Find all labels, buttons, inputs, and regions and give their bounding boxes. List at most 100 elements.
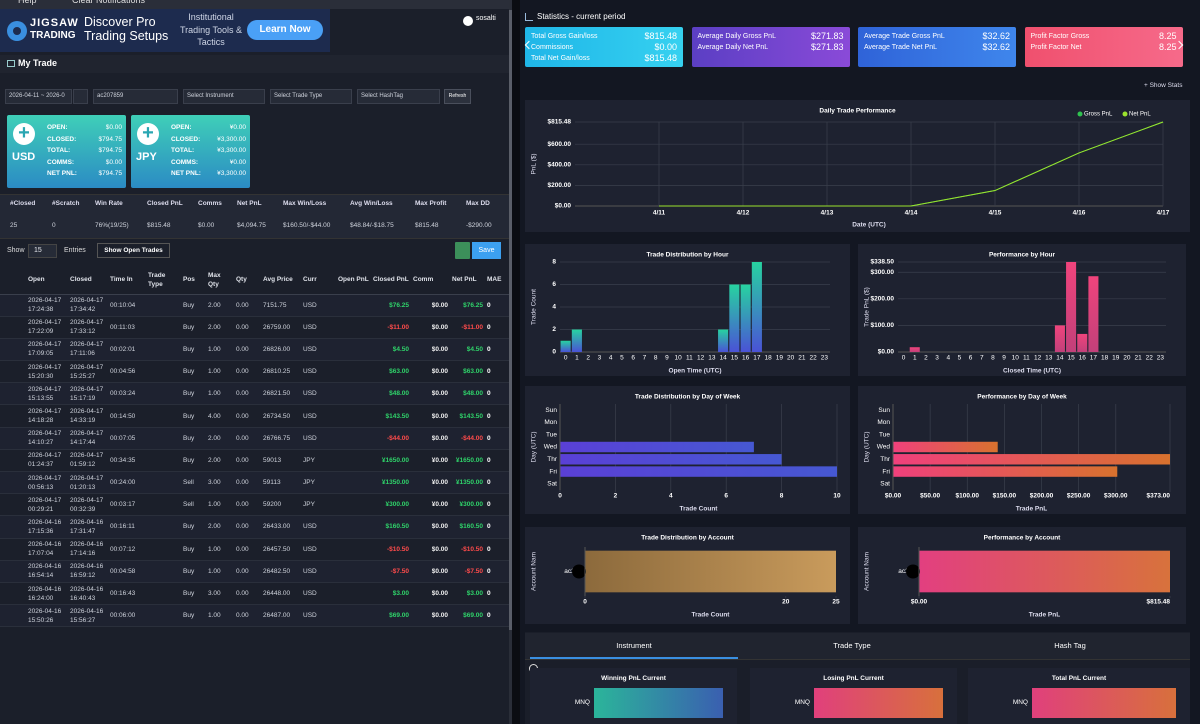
table-cell: JPY [303, 501, 315, 509]
logo-shape [13, 27, 21, 35]
column-header[interactable]: Open [28, 276, 45, 284]
trade-row: 2026-04-17 17:24:38 2026-04-17 17:34:42 00… [0, 294, 510, 317]
stat-label: CLOSED: [171, 135, 201, 143]
table-cell: 26810.25 [263, 368, 291, 376]
stat-label: Profit Factor Gross [1030, 33, 1090, 40]
date-filter[interactable]: 2026-04-11 ~ 2026-0 [5, 89, 72, 104]
x-tick-label: 1 [575, 355, 579, 362]
table-cell [336, 582, 371, 604]
user-name[interactable]: sosalti [476, 15, 496, 22]
column-header[interactable]: Closed PnL [373, 276, 409, 284]
table-cell [336, 427, 371, 449]
currency-label: JPY [136, 151, 157, 163]
column-header[interactable]: Max Qty [208, 271, 221, 288]
x-tick-label: 5 [620, 355, 624, 362]
bar [560, 441, 754, 453]
table-cell: 00:02:01 [110, 345, 136, 353]
save-button[interactable]: Save [472, 242, 501, 259]
bar [751, 262, 762, 352]
column-header[interactable]: MAE [487, 276, 502, 284]
table-cell: ¥0.00 [431, 456, 448, 464]
x-tick-label: 5 [958, 355, 962, 362]
notifications-link[interactable]: Clear Notifications [72, 0, 146, 5]
table-cell [336, 316, 371, 338]
table-cell: 2026-04-17 01:59:12 [70, 452, 104, 469]
table-cell: 0 [487, 412, 491, 420]
bar [893, 441, 998, 453]
hashtag-select[interactable]: Select HashTag [357, 89, 440, 104]
chart-panel [858, 244, 1186, 376]
table-cell: ¥300.00 [459, 501, 484, 509]
account-select[interactable]: ac207859 [93, 89, 178, 104]
column-header[interactable]: Avg Price [263, 276, 293, 284]
table-cell: $63.00 [463, 368, 483, 376]
x-tick-label: 4/12 [737, 210, 750, 217]
summary-header: Comms [198, 200, 222, 207]
trade-row: 2026-04-17 00:56:13 2026-04-17 01:20:13 00… [0, 471, 510, 494]
table-cell: 59013 [263, 456, 282, 464]
summary-header: Win Rate [95, 200, 123, 207]
table-cell [146, 605, 181, 627]
table-cell: 2026-04-17 15:17:19 [70, 385, 104, 402]
summary-value: $48.84/-$18.75 [350, 222, 394, 229]
help-link[interactable]: Help [18, 0, 37, 5]
column-header[interactable]: Curr [303, 276, 317, 284]
tab[interactable]: Hash Tag [1054, 641, 1086, 650]
refresh-button[interactable]: Refresh [444, 89, 471, 104]
table-cell: $0.00 [431, 523, 448, 531]
column-header[interactable]: Pos [183, 276, 195, 284]
x-tick-label: 20 [782, 599, 790, 606]
table-cell: 0 [487, 368, 491, 376]
excel-button[interactable] [455, 242, 470, 259]
bar [1066, 262, 1077, 352]
column-header[interactable]: Qty [236, 276, 247, 284]
table-cell: $69.00 [389, 612, 409, 620]
open-trades-button[interactable]: Show Open Trades [97, 243, 170, 258]
table-cell [146, 294, 181, 316]
tab[interactable]: Trade Type [833, 641, 871, 650]
currency-card: + USD OPEN: $0.00 CLOSED: $794.75 TOTAL: $794.7… [7, 115, 126, 188]
table-cell: 00:34:35 [110, 456, 136, 464]
tab[interactable]: Instrument [530, 633, 738, 659]
table-cell: -$11.00 [461, 323, 483, 331]
table-cell: 2026-04-16 16:24:00 [28, 585, 62, 602]
trade-type-select[interactable]: Select Trade Type [270, 89, 352, 104]
x-tick-label: 8 [991, 355, 995, 362]
calendar-button[interactable] [73, 89, 88, 104]
entries-select[interactable]: 15 [28, 244, 57, 258]
table-cell: 26457.50 [263, 545, 291, 553]
table-cell: 2.00 [208, 523, 221, 531]
table-cell: 2026-04-17 14:10:27 [28, 430, 62, 447]
table-cell: Buy [183, 434, 195, 442]
column-header[interactable]: Trade Type [148, 271, 166, 288]
x-tick-label: 6 [631, 355, 635, 362]
table-cell: $4.50 [392, 345, 409, 353]
column-header[interactable]: Open PnL [338, 276, 369, 284]
table-cell [146, 405, 181, 427]
banner[interactable]: JIGSAW TRADING Discover Pro Trading Setups… [0, 9, 330, 52]
column-header[interactable]: Closed [70, 276, 92, 284]
table-cell: 2026-04-16 15:56:27 [70, 607, 104, 624]
my-trade-header [0, 55, 512, 73]
x-tick-label: 4/16 [1073, 210, 1086, 217]
column-header[interactable]: Time In [110, 276, 133, 284]
learn-now-button[interactable]: Learn Now [247, 20, 323, 40]
x-tick-label: 18 [765, 355, 773, 362]
x-tick-label: 4/15 [989, 210, 1002, 217]
stat-value: ¥0.00 [229, 124, 246, 131]
column-header[interactable]: Net PnL [452, 276, 477, 284]
table-cell: Buy [183, 456, 195, 464]
table-cell: Buy [183, 345, 195, 353]
chart-title: Trade Distribution by Hour [647, 252, 729, 259]
table-cell: Buy [183, 567, 195, 575]
table-cell: 0 [487, 523, 491, 531]
table-cell: $0.00 [431, 301, 448, 309]
instrument-select[interactable]: Select Instrument [183, 89, 265, 104]
table-cell: JPY [303, 479, 315, 487]
summary-panel [0, 194, 512, 239]
stat-label: NET PNL: [171, 170, 201, 177]
chart: Trade Distribution by Account Trade Count… [525, 527, 850, 624]
show-stats-link[interactable]: + Show Stats [1144, 82, 1183, 89]
column-header[interactable]: Comm [413, 276, 434, 284]
table-cell: 2026-04-17 14:18:28 [28, 408, 62, 425]
